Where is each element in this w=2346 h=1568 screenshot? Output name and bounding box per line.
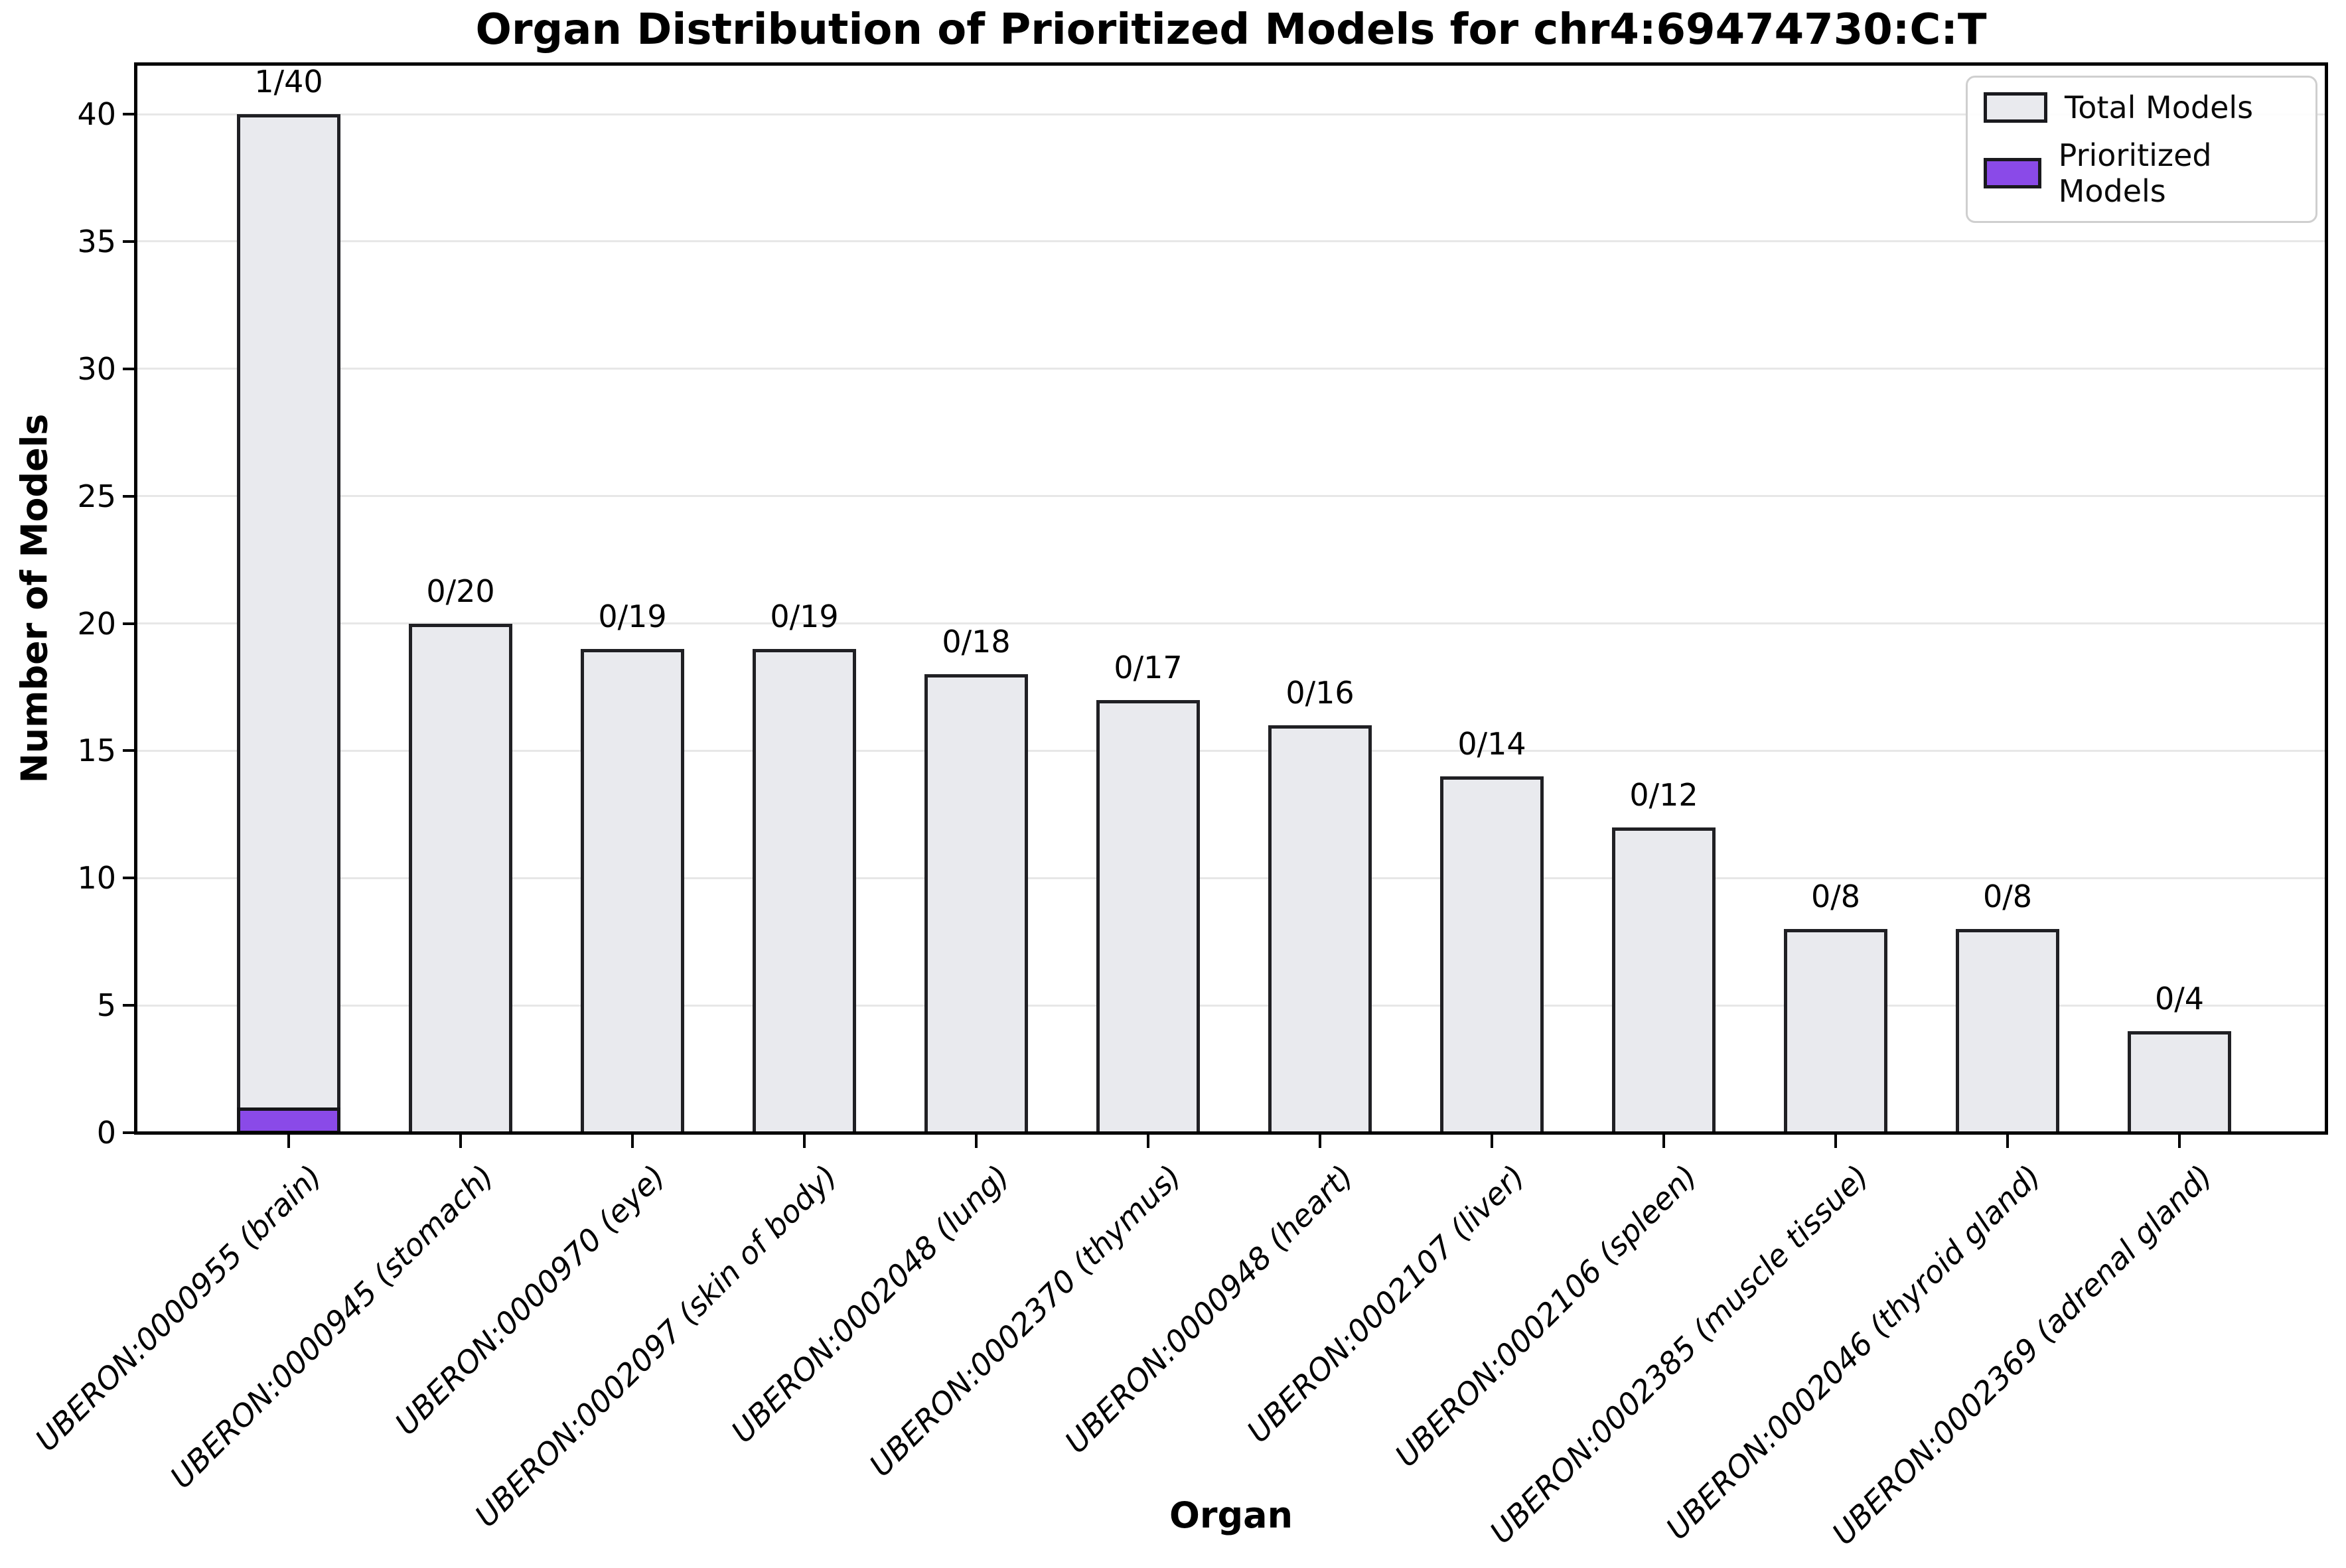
bar-value-label: 0/14 xyxy=(1457,725,1526,762)
x-tick-mark xyxy=(1319,1135,1321,1148)
bar-prioritized-models xyxy=(237,1107,340,1134)
legend-label-prioritized-models: Prioritized Models xyxy=(2058,137,2212,209)
y-tick-label-40: 40 xyxy=(77,96,116,132)
gridline-y-40 xyxy=(137,113,2325,115)
y-tick-mark-5 xyxy=(123,1004,135,1007)
legend-box: Total Models Prioritized Models xyxy=(1966,76,2317,223)
x-tick-mark xyxy=(2006,1135,2009,1148)
y-tick-mark-40 xyxy=(123,113,135,115)
bar-total-models xyxy=(409,623,512,1134)
x-tick-label: UBERON:0000945 (stomach) xyxy=(163,1158,501,1496)
gridline-y-15 xyxy=(137,749,2325,752)
bar-value-label: 0/8 xyxy=(1982,879,2033,914)
x-tick-label: UBERON:0000970 (eye) xyxy=(388,1158,673,1443)
legend-item-prioritized: Prioritized Models xyxy=(1984,137,2300,209)
y-axis-title: Number of Models xyxy=(13,413,56,784)
x-tick-mark xyxy=(287,1135,290,1148)
bar-total-models xyxy=(753,648,856,1134)
x-tick-label: UBERON:0002106 (spleen) xyxy=(1387,1158,1704,1474)
x-tick-label: UBERON:0000948 (heart) xyxy=(1057,1158,1360,1461)
y-tick-label-30: 30 xyxy=(77,350,116,387)
bar-total-models xyxy=(237,114,340,1134)
bar-total-models xyxy=(1268,725,1372,1134)
x-tick-label: UBERON:0002046 (thyroid gland) xyxy=(1658,1158,2048,1547)
x-tick-label: UBERON:0002107 (liver) xyxy=(1240,1158,1532,1450)
bar-value-label: 0/17 xyxy=(1114,649,1183,685)
x-tick-label: UBERON:0002369 (adrenal gland) xyxy=(1825,1158,2220,1552)
bar-total-models xyxy=(1096,699,1200,1134)
legend-swatch-total-models xyxy=(1984,92,2047,123)
bar-value-label: 0/16 xyxy=(1285,675,1355,711)
gridline-y-20 xyxy=(137,622,2325,624)
bar-total-models xyxy=(1440,776,1544,1134)
bar-value-label: 0/8 xyxy=(1810,879,1861,914)
bar-total-models xyxy=(1956,929,2059,1134)
y-tick-label-25: 25 xyxy=(77,478,116,514)
bar-value-label: 0/19 xyxy=(598,598,667,634)
y-tick-label-15: 15 xyxy=(77,733,116,769)
x-tick-mark xyxy=(459,1135,462,1148)
gridline-y-35 xyxy=(137,240,2325,243)
y-tick-label-0: 0 xyxy=(96,1115,116,1151)
x-tick-label: UBERON:0002370 (thymus) xyxy=(862,1158,1189,1484)
x-tick-mark xyxy=(803,1135,806,1148)
x-tick-label: UBERON:0000955 (brain) xyxy=(28,1158,329,1459)
y-tick-label-20: 20 xyxy=(77,605,116,642)
y-tick-label-10: 10 xyxy=(77,860,116,896)
y-tick-mark-30 xyxy=(123,367,135,370)
x-tick-mark xyxy=(1147,1135,1149,1148)
x-tick-mark xyxy=(1834,1135,1837,1148)
x-tick-mark xyxy=(975,1135,978,1148)
x-axis-title: Organ xyxy=(1169,1494,1293,1536)
bar-value-label: 0/18 xyxy=(942,624,1011,660)
y-tick-mark-20 xyxy=(123,622,135,625)
chart-title: Organ Distribution of Prioritized Models… xyxy=(475,5,1987,54)
legend-swatch-prioritized-models xyxy=(1984,158,2041,188)
x-tick-mark xyxy=(631,1135,634,1148)
gridline-y-25 xyxy=(137,495,2325,498)
bar-total-models xyxy=(581,648,684,1134)
bar-total-models xyxy=(924,674,1028,1134)
y-tick-mark-25 xyxy=(123,494,135,498)
x-tick-mark xyxy=(2178,1135,2181,1148)
y-tick-mark-15 xyxy=(123,749,135,752)
bar-value-label: 0/20 xyxy=(426,573,495,609)
bar-total-models xyxy=(1612,827,1716,1134)
y-tick-label-35: 35 xyxy=(77,223,116,259)
gridline-y-10 xyxy=(137,877,2325,879)
bar-total-models xyxy=(2128,1031,2231,1134)
x-tick-label: UBERON:0002097 (skin of body) xyxy=(468,1158,845,1534)
bar-value-label: 0/12 xyxy=(1629,776,1698,813)
bar-total-models xyxy=(1784,929,1887,1134)
x-tick-label: UBERON:0002385 (muscle tissue) xyxy=(1483,1158,1876,1551)
x-tick-mark xyxy=(1491,1135,1493,1148)
x-tick-label: UBERON:0002048 (lung) xyxy=(724,1158,1017,1450)
y-tick-mark-0 xyxy=(123,1131,135,1134)
legend-item-total: Total Models xyxy=(1984,90,2300,125)
y-tick-label-5: 5 xyxy=(96,987,116,1024)
bar-value-label: 1/40 xyxy=(254,64,323,100)
legend-label-total-models: Total Models xyxy=(2065,90,2254,125)
gridline-y-30 xyxy=(137,368,2325,370)
gridline-y-5 xyxy=(137,1004,2325,1007)
bar-value-label: 0/19 xyxy=(770,598,839,634)
x-tick-mark xyxy=(1662,1135,1665,1148)
y-tick-mark-10 xyxy=(123,877,135,880)
y-tick-mark-35 xyxy=(123,240,135,243)
bar-value-label: 0/4 xyxy=(2154,980,2205,1017)
